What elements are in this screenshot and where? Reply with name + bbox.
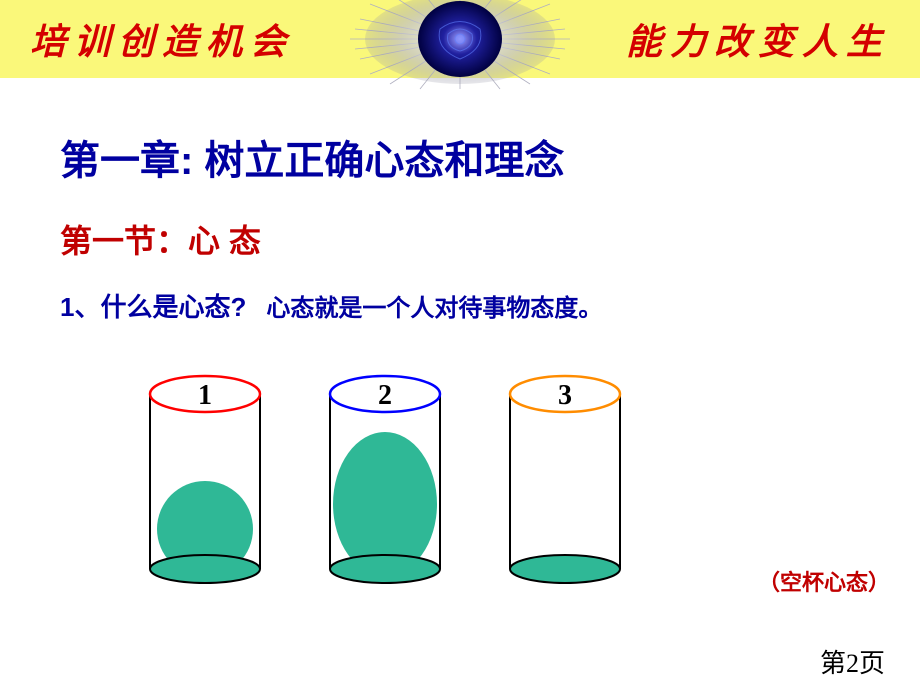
banner-left-text: 培训创造机会	[30, 13, 294, 65]
cup-1: 1	[140, 374, 270, 584]
content-area: 第一章: 树立正确心态和理念 第一节：心 态 1、什么是心态? 心态就是一个人对…	[0, 78, 920, 584]
question-answer: 心态就是一个人对待事物态度。	[266, 288, 602, 323]
banner-header: 培训创造机会	[0, 0, 920, 78]
banner-rose-decoration	[345, 0, 575, 94]
cup-3: 3	[500, 374, 630, 584]
cup-3-number: 3	[558, 380, 572, 412]
cup-1-number: 1	[198, 380, 212, 412]
question-label: 1、什么是心态?	[60, 287, 246, 324]
page-number: 第2页	[820, 643, 885, 680]
cup-2: 2	[320, 374, 450, 584]
question-row: 1、什么是心态? 心态就是一个人对待事物态度。	[60, 287, 860, 324]
section-title: 第一节：心 态	[60, 216, 860, 262]
annotation-text: （空杯心态）	[758, 565, 890, 597]
banner-right-text: 能力改变人生	[626, 13, 890, 65]
cups-diagram: 1 2 3	[60, 374, 860, 584]
chapter-title: 第一章: 树立正确心态和理念	[60, 128, 860, 186]
cup-2-number: 2	[378, 380, 392, 412]
